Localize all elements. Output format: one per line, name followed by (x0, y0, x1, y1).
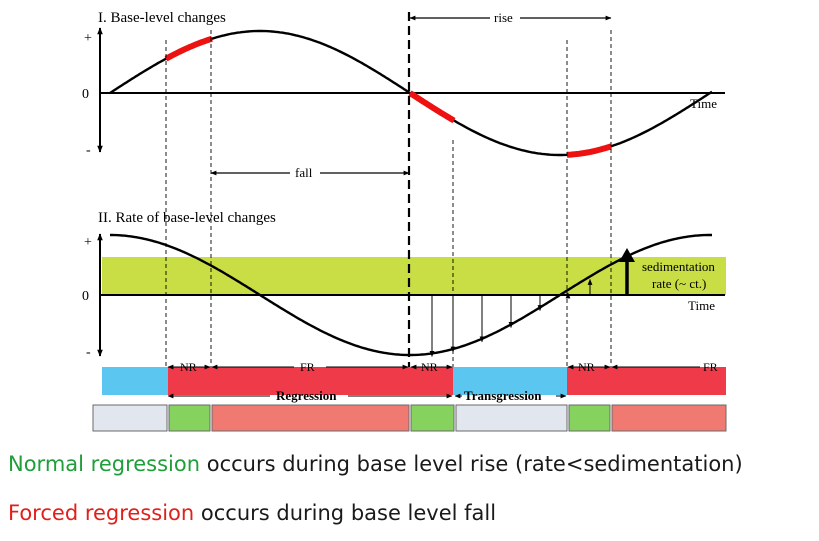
panel-1-y-plus: + (84, 31, 92, 46)
panel-1-y-minus: - (86, 143, 91, 158)
sedimentation-band (102, 257, 726, 295)
tract-box-green (568, 404, 611, 432)
transgression-label: Transgression (464, 388, 542, 403)
panel-1-x-label: Time (690, 96, 717, 111)
guide-lines (165, 30, 612, 390)
tract-boxes (92, 404, 727, 432)
caption-forced-regression-text: occurs during base level fall (194, 501, 497, 525)
rise-label: rise (494, 10, 513, 25)
panel-2-y-zero: 0 (82, 289, 89, 304)
stage-regression (168, 367, 453, 395)
stage-transgression (453, 367, 567, 395)
panel-2-title: II. Rate of base-level changes (98, 210, 276, 226)
caption-forced-regression: Forced regression occurs during base lev… (8, 503, 496, 524)
regression-label: Regression (276, 388, 337, 403)
caption-normal-regression: Normal regression occurs during base lev… (8, 454, 743, 475)
panel-2-y-minus: - (86, 345, 91, 360)
fr-1-label: FR (300, 360, 315, 374)
panel-1-y-zero: 0 (82, 87, 89, 102)
panel-2-rate: II. Rate of base-level changes + 0 - Tim… (82, 210, 726, 360)
tract-box-grey (455, 404, 568, 432)
nr-2-label: NR (421, 360, 438, 374)
stage-blue-1 (102, 367, 168, 395)
sedimentation-label-2: rate (~ ct.) (652, 276, 706, 291)
panel-2-y-plus: + (84, 235, 92, 250)
fr-2-label: FR (703, 360, 718, 374)
tract-box-salmon (211, 404, 410, 432)
caption-normal-regression-term: Normal regression (8, 452, 201, 476)
nr-3-label: NR (578, 360, 595, 374)
nr-highlight-2 (408, 90, 456, 124)
caption-forced-regression-term: Forced regression (8, 501, 195, 525)
tract-box-grey (92, 404, 168, 432)
nr-highlight-1 (164, 35, 213, 62)
tract-box-green (168, 404, 211, 432)
fall-label: fall (295, 165, 313, 180)
panel-2-x-label: Time (688, 298, 715, 313)
caption-normal-regression-text: occurs during base level rise (rate<sedi… (200, 452, 743, 476)
stage-bar: NR FR NR NR FR Regression Transgression (102, 360, 726, 403)
rate-curve (110, 233, 712, 357)
nr-highlight-3 (566, 143, 612, 158)
panel-1-title: I. Base-level changes (98, 10, 226, 26)
tract-box-salmon (611, 404, 727, 432)
tract-box-green (410, 404, 455, 432)
panel-1-base-level: I. Base-level changes + 0 - Time rise fa… (82, 10, 725, 180)
stage-regression-2 (567, 367, 726, 395)
sedimentation-label-1: sedimentation (642, 259, 715, 274)
nr-1-label: NR (180, 360, 197, 374)
sedimentation-arrow-head (619, 248, 635, 262)
